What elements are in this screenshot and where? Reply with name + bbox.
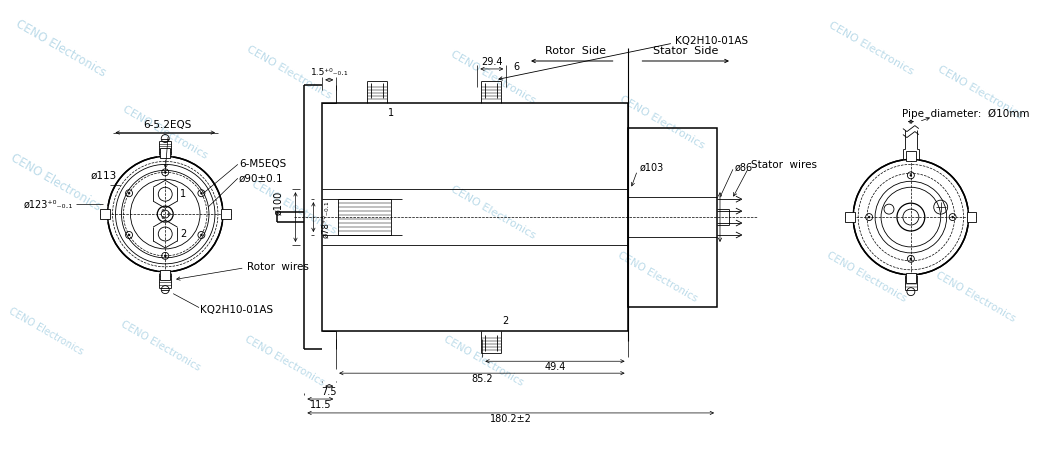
Text: 7.5: 7.5 (321, 387, 337, 397)
Circle shape (164, 171, 166, 173)
Text: 6-5.2EQS: 6-5.2EQS (143, 120, 192, 130)
Text: ø103: ø103 (639, 162, 664, 172)
Text: CENO Electronics: CENO Electronics (934, 270, 1018, 323)
Text: ø78⁺⁰₋₀.₁: ø78⁺⁰₋₀.₁ (322, 201, 331, 238)
Text: 6-M5EQS: 6-M5EQS (238, 159, 286, 170)
Text: CENO Electronics: CENO Electronics (449, 49, 537, 106)
Text: ø123⁺⁰₋₀.₁: ø123⁺⁰₋₀.₁ (23, 199, 73, 209)
Polygon shape (967, 212, 976, 222)
Text: CENO Electronics: CENO Electronics (449, 184, 537, 241)
Polygon shape (160, 270, 171, 280)
Text: 2: 2 (502, 316, 509, 327)
Text: Pipe  diameter:  Ø10mm: Pipe diameter: Ø10mm (902, 109, 1029, 119)
Text: Stator  wires: Stator wires (750, 160, 817, 170)
Circle shape (128, 234, 130, 236)
Polygon shape (220, 209, 231, 219)
Text: CENO Electronics: CENO Electronics (442, 334, 525, 388)
Text: CENO Electronics: CENO Electronics (121, 104, 210, 161)
Polygon shape (100, 209, 109, 219)
Text: 29.4: 29.4 (481, 57, 502, 67)
Text: 1: 1 (180, 189, 187, 199)
Text: CENO Electronics: CENO Electronics (245, 44, 334, 101)
Text: 2: 2 (180, 229, 187, 239)
Text: CENO Electronics: CENO Electronics (250, 179, 338, 236)
Circle shape (164, 255, 166, 257)
Text: Rotor  Side: Rotor Side (545, 46, 606, 56)
Polygon shape (906, 273, 916, 283)
Text: CENO Electronics: CENO Electronics (14, 17, 108, 79)
Text: 180.2±2: 180.2±2 (490, 414, 532, 424)
Bar (628, 128, 717, 307)
Text: ø90±0.1: ø90±0.1 (238, 173, 283, 183)
Bar (322, 103, 628, 331)
Circle shape (128, 192, 130, 194)
Circle shape (909, 174, 912, 176)
Polygon shape (906, 152, 916, 161)
Text: CENO Electronics: CENO Electronics (119, 319, 201, 373)
Text: CENO Electronics: CENO Electronics (618, 94, 706, 151)
Circle shape (200, 234, 202, 236)
Text: CENO Electronics: CENO Electronics (616, 250, 699, 304)
Text: 1.5⁺⁰₋₀.₁: 1.5⁺⁰₋₀.₁ (311, 68, 348, 78)
Text: KQ2H10-01AS: KQ2H10-01AS (200, 304, 273, 315)
Circle shape (868, 216, 870, 218)
Text: KQ2H10-01AS: KQ2H10-01AS (675, 36, 748, 46)
Text: CENO Electronics: CENO Electronics (7, 306, 85, 357)
Text: CENO Electronics: CENO Electronics (827, 20, 915, 76)
Text: 1: 1 (388, 108, 394, 118)
Circle shape (952, 216, 954, 218)
Text: 49.4: 49.4 (544, 362, 566, 372)
Text: Stator  Side: Stator Side (653, 46, 718, 56)
Text: ø86: ø86 (735, 162, 753, 172)
Text: 85.2: 85.2 (471, 374, 493, 384)
Text: 6: 6 (513, 62, 519, 72)
Text: 11.5: 11.5 (310, 400, 331, 410)
Text: CENO Electronics: CENO Electronics (8, 151, 103, 213)
Text: ø100: ø100 (273, 191, 284, 215)
Polygon shape (160, 148, 171, 158)
Polygon shape (845, 212, 855, 222)
Text: Rotor  wires: Rotor wires (247, 262, 308, 272)
Circle shape (200, 192, 202, 194)
Circle shape (909, 258, 912, 260)
Text: CENO Electronics: CENO Electronics (243, 334, 326, 388)
Text: ø113: ø113 (91, 170, 117, 180)
Text: CENO Electronics: CENO Electronics (936, 64, 1025, 121)
Text: CENO Electronics: CENO Electronics (825, 250, 907, 304)
